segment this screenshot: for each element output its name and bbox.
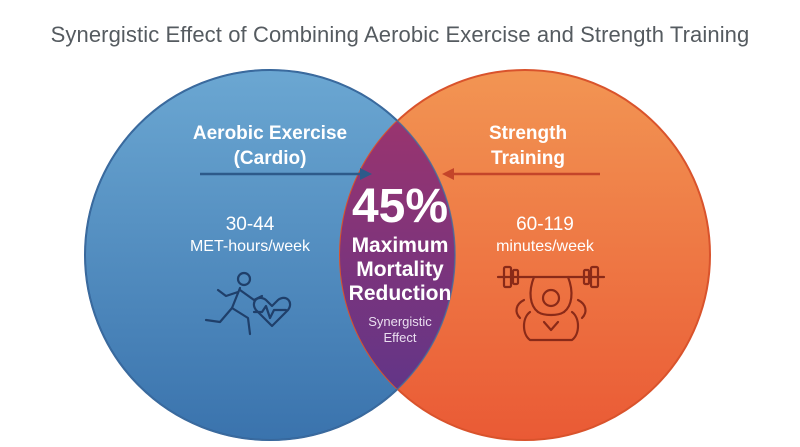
strength-value: 60-119 [516,214,574,235]
strength-title: Strength Training [428,121,628,171]
aerobic-title: Aerobic Exercise (Cardio) [150,121,390,171]
overlap-label-line2: Mortality [356,258,444,281]
left-arrow [200,168,372,180]
overlap-label: Maximum Mortality Reduction [320,234,480,306]
aerobic-title-line2: (Cardio) [233,148,307,169]
overlap-percent: 45% [351,180,449,233]
aerobic-unit: MET-hours/week [189,238,311,255]
strength-title-line1: Strength [488,123,568,144]
synergistic-label-line1: Synergistic [368,314,432,329]
aerobic-value: 30-44 [225,214,275,235]
runner-heart-icon [204,271,292,336]
synergistic-label: Synergistic Effect [340,314,460,346]
synergistic-label-line2: Effect [383,330,417,345]
aerobic-circle-outline [84,69,456,441]
strength-title-line2: Training [491,148,565,169]
overlap-label-line1: Maximum [351,234,449,257]
strength-unit: minutes/week [496,238,594,255]
weightlifter-icon [496,265,606,342]
overlap-label-line3: Reduction [348,282,452,305]
diagram-title: Synergistic Effect of Combining Aerobic … [50,22,750,47]
aerobic-title-line1: Aerobic Exercise [192,123,348,144]
right-arrow [442,168,600,180]
